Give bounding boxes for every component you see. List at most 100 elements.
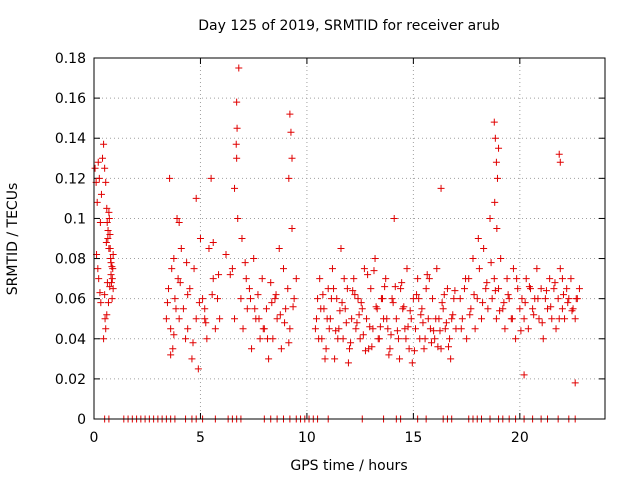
data-point [417,311,425,319]
data-point [420,345,428,353]
data-point [520,371,528,379]
data-point [101,315,109,323]
chart-title: Day 125 of 2019, SRMTID for receiver aru… [198,18,500,34]
data-point [233,154,241,162]
data-point [389,299,397,307]
data-point [419,319,427,327]
data-point [238,235,246,242]
data-point [397,285,405,293]
data-point [547,303,555,311]
data-point [537,285,545,293]
data-point [336,307,344,315]
data-point [177,245,185,253]
data-point [350,275,358,283]
data-point [241,259,249,267]
data-point [349,287,357,295]
data-point [384,325,392,333]
data-point [215,271,223,279]
data-point [97,299,105,307]
data-point [190,265,198,273]
data-point [175,218,183,226]
data-point [402,335,410,343]
data-point [188,355,196,363]
data-point [107,271,115,279]
data-point [418,305,426,313]
data-point [186,285,194,293]
data-point [242,275,250,283]
data-point [438,299,446,307]
data-point [408,359,416,367]
data-point [319,291,327,299]
data-point [321,355,329,363]
data-point [551,279,559,287]
data-point [231,315,239,323]
y-tick-label: 0.08 [55,252,86,268]
data-point [556,265,564,273]
data-point [508,315,516,323]
data-point [250,255,258,263]
data-point [360,265,368,273]
data-point [273,315,281,323]
data-point [410,347,418,355]
x-tick-label: 20 [511,430,529,446]
data-point [348,315,356,323]
data-point [486,214,494,222]
data-point [520,315,528,323]
data-point [546,275,554,283]
data-point [483,279,491,287]
data-point [386,345,394,353]
data-point [404,323,412,331]
data-point [513,275,521,283]
data-point [474,235,482,242]
data-point [282,305,290,313]
data-point [108,275,116,283]
data-point [93,198,101,206]
data-point [575,285,583,293]
data-point [171,295,179,303]
data-point [398,279,406,287]
data-point [432,315,440,323]
data-point [563,285,571,293]
data-point [189,339,197,347]
y-tick-label: 0.06 [55,292,86,308]
data-point [243,305,251,313]
y-tick-label: 0.02 [55,372,86,388]
data-point [267,279,275,287]
data-point [338,299,346,307]
data-point [371,255,379,263]
data-point [390,214,398,222]
data-point [314,295,322,303]
data-point [490,275,498,283]
data-point [500,299,508,307]
data-point [96,218,104,226]
data-point [403,265,411,273]
data-point [359,331,367,339]
data-point [393,327,401,335]
data-point [346,345,353,353]
data-point [383,315,391,323]
data-point [347,339,355,347]
data-point [203,335,211,343]
data-point [262,305,270,313]
data-point [271,295,279,303]
data-point [437,184,445,192]
data-point [264,335,272,343]
data-point [107,259,115,267]
data-point [196,235,204,242]
data-point [392,315,400,323]
data-point [391,283,399,291]
data-point [106,230,114,238]
data-point [530,311,538,319]
data-point [374,335,382,343]
data-point [103,311,111,319]
data-point [205,245,213,253]
data-point [165,285,173,293]
data-point [555,150,563,158]
data-point [337,245,345,253]
data-point [425,275,433,283]
data-point [208,291,216,299]
data-point [228,265,236,273]
data-point [106,245,114,253]
data-point [487,259,495,267]
